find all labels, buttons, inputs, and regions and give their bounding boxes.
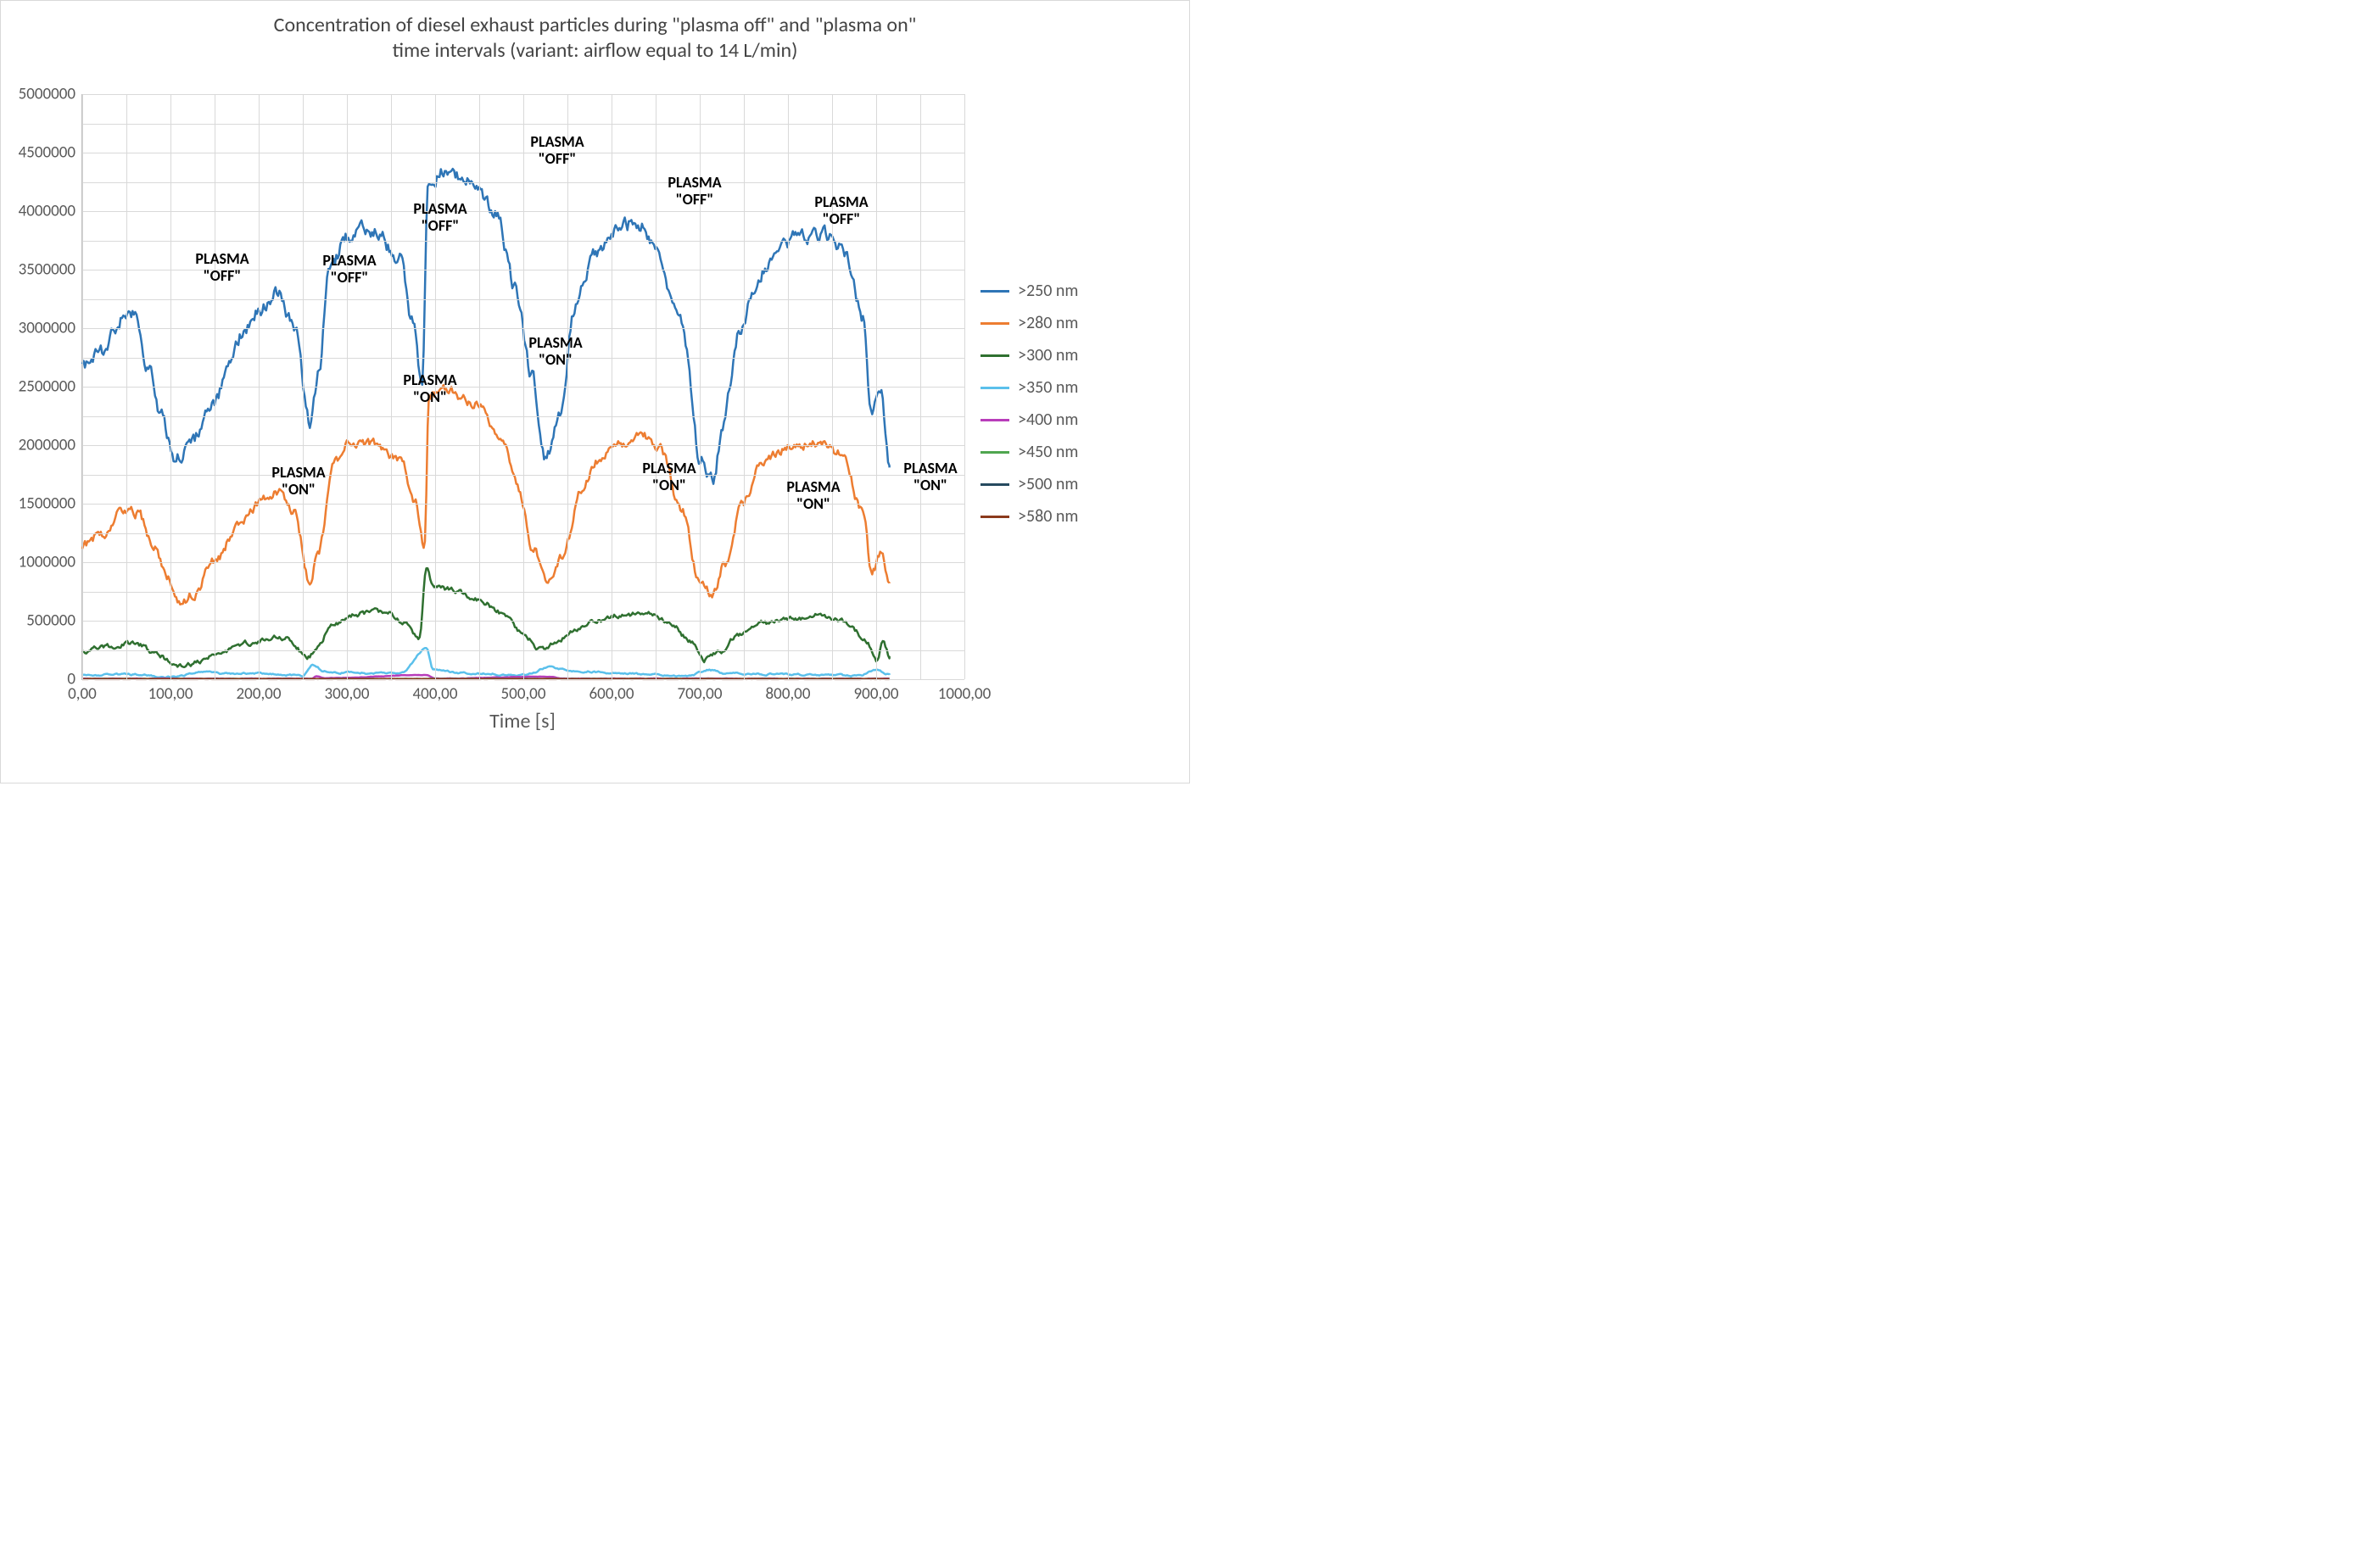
- plasma-annotation: PLASMA"OFF": [413, 201, 467, 235]
- x-tick-label: 300,00: [325, 679, 370, 704]
- legend-swatch: [980, 419, 1009, 421]
- x-tick-label: 1000,00: [938, 679, 992, 704]
- y-tick-label: 5000000: [19, 85, 82, 104]
- gridline-vertical: [567, 94, 568, 679]
- legend-item: >280 nm: [980, 313, 1078, 333]
- legend-label: >400 nm: [1018, 410, 1078, 430]
- x-tick-label: 800,00: [766, 679, 811, 704]
- gridline-vertical: [303, 94, 304, 679]
- legend-item: >350 nm: [980, 377, 1078, 398]
- x-tick-label: 200,00: [237, 679, 282, 704]
- plasma-annotation: PLASMA"ON": [271, 465, 325, 499]
- legend-label: >450 nm: [1018, 442, 1078, 462]
- x-tick-label: 500,00: [501, 679, 546, 704]
- plasma-annotation: PLASMA"OFF": [668, 175, 721, 209]
- x-tick-label: 400,00: [413, 679, 458, 704]
- legend-swatch: [980, 322, 1009, 325]
- y-tick-label: 3500000: [19, 260, 82, 280]
- y-tick-label: 4000000: [19, 202, 82, 221]
- chart-title: Concentration of diesel exhaust particle…: [1, 13, 1189, 64]
- y-tick-label: 2000000: [19, 436, 82, 455]
- series-line-s350: [82, 648, 890, 678]
- gridline-vertical: [126, 94, 127, 679]
- gridline-vertical: [964, 94, 965, 679]
- legend-swatch: [980, 516, 1009, 518]
- x-tick-label: 900,00: [854, 679, 899, 704]
- title-line-1: Concentration of diesel exhaust particle…: [274, 13, 917, 37]
- series-line-s250: [82, 169, 890, 484]
- x-tick-label: 100,00: [148, 679, 193, 704]
- gridline-vertical: [170, 94, 171, 679]
- legend-label: >300 nm: [1018, 345, 1078, 365]
- y-tick-label: 3000000: [19, 319, 82, 338]
- legend-label: >280 nm: [1018, 313, 1078, 333]
- series-line-s300: [82, 568, 890, 667]
- x-tick-label: 0,00: [68, 679, 97, 704]
- plasma-annotation: PLASMA"OFF": [195, 251, 249, 285]
- plasma-annotation: PLASMA"ON": [642, 460, 696, 494]
- gridline-vertical: [744, 94, 745, 679]
- legend-item: >580 nm: [980, 506, 1078, 527]
- plot-area: 0500000100000015000002000000250000030000…: [81, 94, 964, 680]
- x-axis-label: Time [s]: [81, 709, 964, 733]
- plasma-annotation: PLASMA"ON": [786, 479, 840, 513]
- plasma-annotation: PLASMA"OFF": [322, 253, 376, 287]
- plasma-annotation: PLASMA"OFF": [530, 134, 584, 168]
- legend-label: >250 nm: [1018, 281, 1078, 301]
- gridline-vertical: [391, 94, 392, 679]
- legend-label: >580 nm: [1018, 506, 1078, 527]
- y-tick-label: 1500000: [19, 494, 82, 514]
- plasma-annotation: PLASMA"OFF": [814, 194, 868, 228]
- legend: >250 nm >280 nm >300 nm >350 nm >400 nm >450 …: [980, 281, 1078, 538]
- legend-swatch: [980, 290, 1009, 293]
- y-tick-label: 2500000: [19, 377, 82, 397]
- legend-swatch: [980, 387, 1009, 389]
- y-tick-label: 500000: [26, 611, 82, 631]
- title-line-2: time intervals (variant: airflow equal t…: [393, 38, 798, 63]
- gridline-vertical: [523, 94, 524, 679]
- y-tick-label: 4500000: [19, 143, 82, 163]
- x-tick-label: 600,00: [589, 679, 634, 704]
- gridline-vertical: [259, 94, 260, 679]
- plasma-annotation: PLASMA"ON": [403, 372, 456, 406]
- plasma-annotation: PLASMA"ON": [528, 335, 582, 369]
- legend-item: >300 nm: [980, 345, 1078, 365]
- legend-item: >500 nm: [980, 474, 1078, 494]
- y-tick-label: 1000000: [19, 553, 82, 572]
- legend-swatch: [980, 483, 1009, 486]
- gridline-vertical: [479, 94, 480, 679]
- plasma-annotation: PLASMA"ON": [903, 460, 957, 494]
- legend-label: >500 nm: [1018, 474, 1078, 494]
- legend-item: >250 nm: [980, 281, 1078, 301]
- legend-swatch: [980, 354, 1009, 357]
- gridline-vertical: [832, 94, 833, 679]
- x-tick-label: 700,00: [678, 679, 723, 704]
- gridline-vertical: [347, 94, 348, 679]
- gridline-vertical: [82, 94, 83, 679]
- gridline-vertical: [920, 94, 921, 679]
- gridline-vertical: [788, 94, 789, 679]
- legend-label: >350 nm: [1018, 377, 1078, 398]
- legend-item: >400 nm: [980, 410, 1078, 430]
- gridline-vertical: [876, 94, 877, 679]
- legend-item: >450 nm: [980, 442, 1078, 462]
- legend-swatch: [980, 451, 1009, 454]
- chart-container: Concentration of diesel exhaust particle…: [0, 0, 1190, 784]
